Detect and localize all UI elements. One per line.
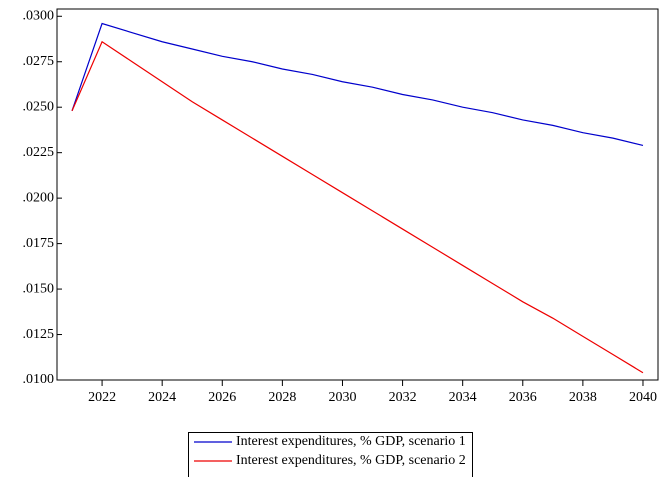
legend-box	[188, 432, 473, 482]
y-tick-label: .0125	[23, 327, 55, 342]
y-tick-label: .0275	[23, 54, 55, 69]
y-tick-label: .0250	[23, 99, 55, 114]
y-tick-label: .0200	[23, 190, 55, 205]
legend-label: Interest expenditures, % GDP, scenario 2	[236, 453, 466, 468]
x-tick-label: 2030	[328, 390, 356, 405]
y-tick-label: .0150	[23, 281, 55, 296]
x-tick-label: 2040	[629, 390, 657, 405]
y-tick-label: .0100	[23, 372, 55, 387]
x-tick-label: 2036	[509, 390, 537, 405]
series-line	[71, 40, 644, 374]
y-tick-label: .0175	[23, 236, 55, 251]
plot-frame	[56, 8, 659, 381]
y-tick-label: .0300	[23, 8, 55, 23]
x-tick-label: 2034	[449, 390, 477, 405]
legend-label: Interest expenditures, % GDP, scenario 1	[236, 434, 466, 449]
x-tick-label: 2032	[389, 390, 417, 405]
series-line	[71, 22, 644, 146]
x-tick-label: 2038	[569, 390, 597, 405]
x-tick-label: 2028	[268, 390, 296, 405]
x-tick-label: 2024	[148, 390, 176, 405]
x-tick-label: 2022	[88, 390, 116, 405]
x-tick-label: 2026	[208, 390, 236, 405]
y-tick-label: .0225	[23, 145, 55, 160]
